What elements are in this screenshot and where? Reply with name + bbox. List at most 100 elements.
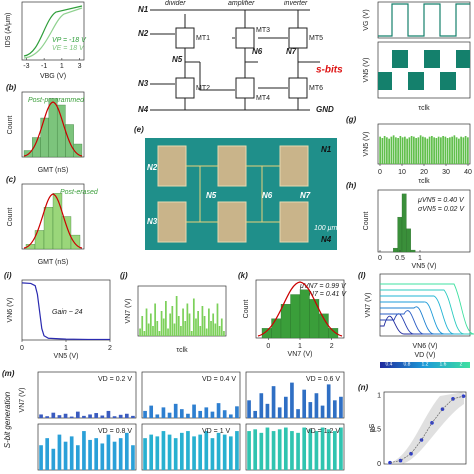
colorbar-tick: 1.6	[440, 361, 447, 367]
curve	[21, 282, 110, 341]
bar	[149, 405, 154, 418]
x-label: GMT (nS)	[38, 167, 69, 174]
curve	[389, 395, 464, 463]
bar	[112, 416, 117, 418]
bar	[320, 427, 325, 470]
bar	[203, 316, 206, 336]
x-tick-label: -3	[23, 63, 29, 70]
bar	[131, 445, 135, 470]
bar	[57, 434, 62, 470]
panel-label: (h)	[346, 181, 357, 190]
bar	[94, 413, 99, 418]
bar	[451, 136, 453, 164]
node: N6	[252, 47, 263, 56]
bar	[147, 323, 150, 336]
bar	[88, 439, 92, 470]
bar	[70, 234, 81, 250]
bar	[290, 382, 294, 418]
bar	[100, 415, 105, 418]
bar	[199, 326, 202, 336]
bar	[48, 98, 58, 158]
bar	[216, 432, 221, 470]
x-label: GMT (nS)	[38, 259, 69, 266]
bar	[112, 441, 117, 470]
bar	[235, 406, 239, 418]
axes	[379, 273, 471, 337]
axes	[141, 423, 241, 471]
bar	[118, 438, 123, 470]
bar	[162, 318, 165, 336]
bar	[167, 412, 172, 418]
axes	[377, 1, 471, 39]
panel-legend: VD = 0.8 V	[98, 428, 132, 435]
bar	[186, 303, 189, 336]
bar	[158, 331, 161, 336]
wave	[378, 3, 470, 37]
bar	[406, 228, 411, 253]
axes	[141, 371, 241, 419]
bar	[186, 413, 190, 418]
traces	[186, 165, 280, 223]
bar	[173, 323, 176, 336]
bar	[422, 136, 424, 164]
bar	[40, 117, 50, 158]
annotation: μVN7 = 0.99 V	[299, 283, 347, 290]
transistor: MT6	[309, 85, 323, 92]
bar	[399, 136, 402, 164]
axes	[377, 41, 471, 99]
bar	[106, 434, 111, 470]
stage: divider	[165, 0, 186, 7]
x-tick-label: 40	[464, 169, 472, 176]
bar	[214, 323, 217, 336]
x-tick-label: 0.5	[395, 255, 405, 262]
bar	[143, 410, 147, 418]
section-title: S-bit generation	[3, 391, 12, 448]
bar	[296, 432, 300, 470]
node: N3	[147, 217, 158, 226]
scale-bar: 100 μm	[314, 225, 337, 232]
node: N1	[138, 5, 149, 14]
y-label: VN7 (V)	[365, 293, 372, 318]
node: N4	[321, 235, 332, 244]
bar	[186, 431, 190, 470]
y-label: VN5 (V)	[363, 58, 370, 83]
x-tick-label: 2	[108, 345, 112, 352]
bar	[175, 296, 178, 336]
x-tick-label: 20	[420, 169, 428, 176]
bar	[222, 410, 227, 418]
bar	[169, 313, 172, 336]
bar	[143, 331, 146, 336]
node: GND	[316, 105, 334, 114]
transistor: MT1	[196, 35, 210, 42]
bar	[192, 298, 195, 336]
x-label: τclk	[176, 347, 188, 354]
panel-legend: VD = 0.2 V	[98, 376, 132, 383]
x-tick-label: 1	[64, 345, 68, 352]
y-label: VN7 (V)	[125, 299, 132, 324]
x-tick-label: 1	[418, 255, 422, 262]
x-tick-label: 0	[266, 343, 270, 350]
bar	[464, 136, 467, 164]
bar	[401, 193, 407, 253]
bar	[161, 431, 166, 470]
bar	[259, 432, 264, 470]
bar	[154, 303, 156, 336]
bar	[118, 414, 123, 418]
bar	[149, 434, 154, 470]
bar	[155, 436, 160, 470]
bar	[188, 313, 191, 336]
bar	[197, 311, 199, 336]
colorbar-tick: 0.4	[386, 361, 393, 367]
bar	[440, 137, 442, 164]
bar	[139, 328, 141, 336]
bar	[397, 216, 403, 253]
panel-label: (e)	[134, 125, 144, 134]
y-label: VN5 (V)	[363, 132, 370, 157]
bar	[302, 427, 307, 470]
bar	[435, 138, 438, 164]
x-label: τclk	[418, 178, 430, 185]
bar	[462, 137, 465, 164]
bar	[124, 432, 129, 470]
bar	[314, 431, 319, 470]
curve	[380, 313, 470, 335]
